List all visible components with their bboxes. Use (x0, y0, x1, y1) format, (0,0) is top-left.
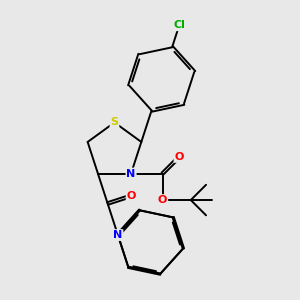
Text: O: O (175, 152, 184, 162)
Text: O: O (127, 191, 136, 201)
Text: O: O (158, 195, 167, 205)
Text: N: N (113, 230, 122, 240)
Text: N: N (126, 169, 136, 178)
Text: S: S (110, 118, 118, 128)
Text: Cl: Cl (173, 20, 185, 30)
